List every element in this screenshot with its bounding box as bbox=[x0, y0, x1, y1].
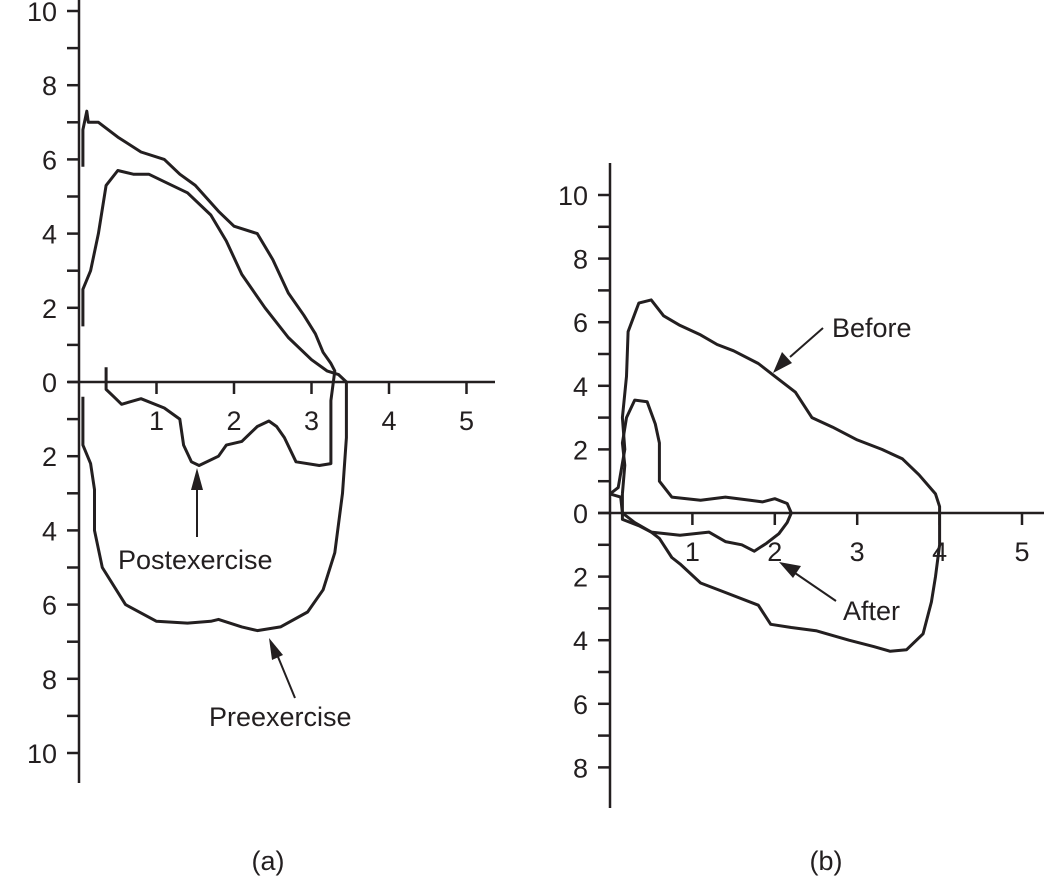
panel-b-label: (b) bbox=[810, 846, 843, 876]
y-tick-label: 4 bbox=[42, 516, 57, 546]
preexercise-curve bbox=[81, 169, 348, 633]
preexercise-arrowhead-icon bbox=[269, 638, 283, 660]
y-tick-label: 0 bbox=[42, 368, 57, 398]
after-arrowhead-icon bbox=[779, 562, 801, 578]
y-tick-label: 2 bbox=[573, 563, 588, 593]
y-tick-label: 6 bbox=[573, 308, 588, 338]
y-tick-label: 8 bbox=[573, 245, 588, 275]
x-tick-label: 5 bbox=[459, 406, 474, 436]
x-tick-label: 4 bbox=[381, 406, 396, 436]
x-tick-label: 5 bbox=[1014, 537, 1029, 567]
y-tick-label: 4 bbox=[573, 626, 588, 656]
before-arrowhead-icon bbox=[773, 352, 792, 373]
y-tick-label: 4 bbox=[573, 372, 588, 402]
y-tick-label: 8 bbox=[42, 665, 57, 695]
after-curve bbox=[620, 398, 793, 553]
y-tick-label: 6 bbox=[573, 690, 588, 720]
x-tick-label: 2 bbox=[767, 537, 782, 567]
x-tick-label: 1 bbox=[149, 406, 164, 436]
before-curve bbox=[609, 298, 942, 653]
postexercise-curve bbox=[81, 109, 337, 467]
y-tick-label: 6 bbox=[42, 145, 57, 175]
after-arrow bbox=[794, 572, 837, 602]
panel-a-label: (a) bbox=[252, 846, 285, 876]
y-tick-label: 10 bbox=[27, 739, 57, 769]
y-tick-label: 6 bbox=[42, 591, 57, 621]
panel-a-tick-labels: 1 2 3 4 5 0 2 4 6 8 10 2 4 6 8 10 bbox=[27, 0, 474, 769]
y-tick-label: 4 bbox=[42, 220, 57, 250]
panel-a-chart: 1 2 3 4 5 0 2 4 6 8 10 2 4 6 8 10 Postexercise Preexerc… bbox=[27, 0, 495, 876]
y-tick-label: 8 bbox=[573, 753, 588, 783]
postexercise-label: Postexercise bbox=[118, 545, 273, 575]
postexercise-arrowhead-icon bbox=[191, 468, 203, 490]
y-tick-label: 0 bbox=[573, 499, 588, 529]
preexercise-arrow bbox=[275, 651, 296, 699]
before-label: Before bbox=[832, 313, 912, 343]
y-tick-label: 2 bbox=[573, 435, 588, 465]
before-arrow bbox=[789, 327, 824, 358]
y-tick-label: 10 bbox=[27, 0, 57, 27]
y-tick-label: 10 bbox=[558, 181, 588, 211]
panel-b-ticks bbox=[598, 193, 1024, 769]
x-tick-label: 3 bbox=[304, 406, 319, 436]
after-label: After bbox=[843, 596, 900, 626]
y-tick-label: 8 bbox=[42, 71, 57, 101]
x-tick-label: 2 bbox=[226, 406, 241, 436]
x-tick-label: 1 bbox=[685, 537, 700, 567]
y-tick-label: 2 bbox=[42, 294, 57, 324]
y-tick-label: 2 bbox=[42, 442, 57, 472]
panel-a-ticks bbox=[67, 9, 468, 755]
x-tick-label: 3 bbox=[850, 537, 865, 567]
preexercise-label: Preexercise bbox=[209, 702, 352, 732]
